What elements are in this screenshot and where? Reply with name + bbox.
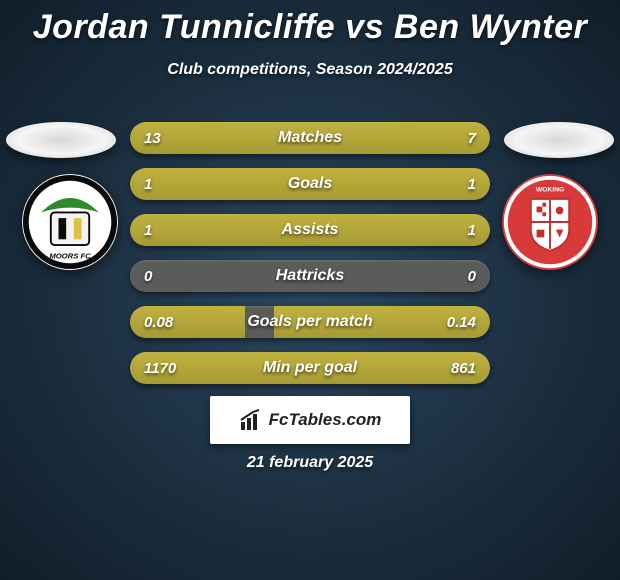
stat-fill-left [130, 214, 310, 246]
stat-value-left: 0 [144, 260, 152, 292]
stats-rows: 137Matches 11Goals 11Assists 0 0Hattricks 0.0… [130, 122, 490, 398]
stat-row: 137Matches [130, 122, 490, 154]
stat-value-right: 0 [468, 260, 476, 292]
stat-fill-left [130, 122, 364, 154]
stat-fill-right [310, 168, 490, 200]
right-oval-platform [504, 122, 614, 158]
date-label: 21 february 2025 [0, 454, 620, 472]
brand-box: FcTables.com [210, 396, 410, 444]
page-title: Jordan Tunnicliffe vs Ben Wynter [0, 0, 620, 47]
svg-text:WOKING: WOKING [536, 186, 564, 193]
stat-fill-right [310, 214, 490, 246]
stat-row: 0 0Hattricks [130, 260, 490, 292]
stat-fill-right [274, 306, 490, 338]
stat-row: 11Assists [130, 214, 490, 246]
left-oval-platform [6, 122, 116, 158]
stat-fill-left [130, 352, 296, 384]
stat-row: 1170861Min per goal [130, 352, 490, 384]
brand-label: FcTables.com [269, 410, 382, 430]
right-club-crest: WOKING [502, 174, 598, 270]
brand-chart-icon [239, 408, 263, 432]
left-club-crest: MOORS FC [22, 174, 118, 270]
stat-label: Hattricks [130, 260, 490, 292]
stat-row: 0.080.14Goals per match [130, 306, 490, 338]
stat-fill-left [130, 306, 245, 338]
stat-row: 11Goals [130, 168, 490, 200]
stat-fill-left [130, 168, 310, 200]
svg-text:MOORS FC: MOORS FC [49, 251, 91, 260]
stat-fill-right [296, 352, 490, 384]
page-subtitle: Club competitions, Season 2024/2025 [0, 61, 620, 79]
stat-fill-right [364, 122, 490, 154]
